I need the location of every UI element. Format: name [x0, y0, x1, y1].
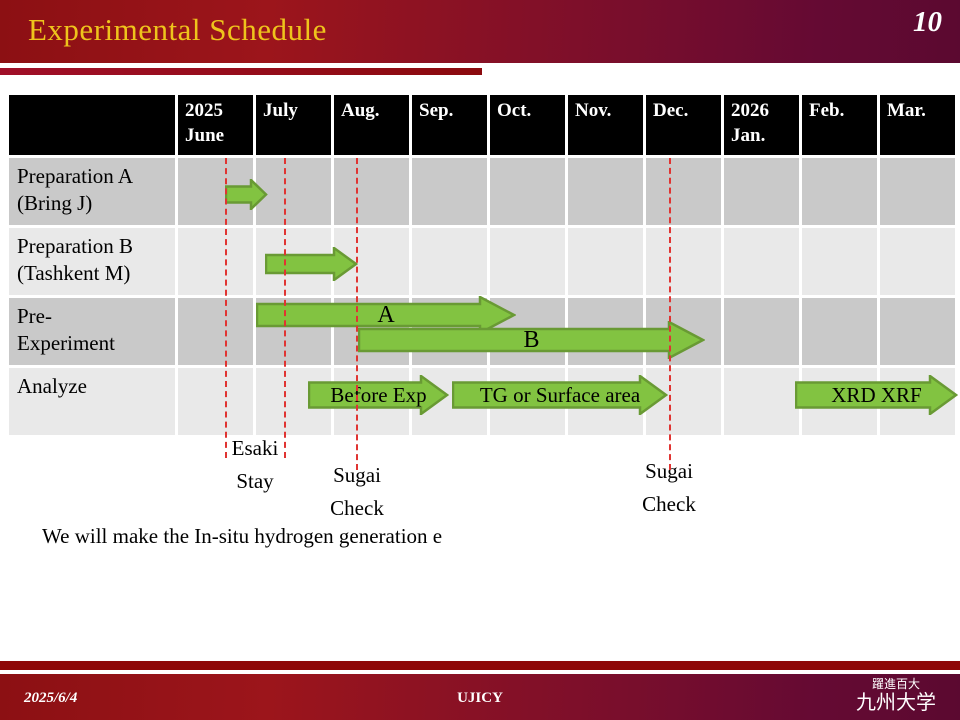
column-header-sep: Sep.	[412, 95, 487, 155]
university-logo: 躍進百大 九州大学	[856, 677, 936, 715]
column-header-blank	[9, 95, 175, 155]
column-header-aug: Aug.	[334, 95, 409, 155]
schedule-cell	[568, 158, 643, 225]
column-header-mar: Mar.	[880, 95, 955, 155]
column-header-feb: Feb.	[802, 95, 877, 155]
schedule-cell	[256, 368, 331, 435]
column-header-dec: Dec.	[646, 95, 721, 155]
schedule-cell	[646, 228, 721, 295]
schedule-cell	[802, 158, 877, 225]
logo-slogan-text: 躍進百大	[871, 677, 920, 691]
schedule-cell	[490, 368, 565, 435]
table-row-preparation-b: Preparation B (Tashkent M)	[9, 228, 955, 295]
schedule-cell	[334, 368, 409, 435]
schedule-cell	[256, 298, 331, 365]
schedule-cell	[724, 368, 799, 435]
schedule-cell	[646, 368, 721, 435]
schedule-cell	[724, 158, 799, 225]
schedule-cell	[880, 298, 955, 365]
row-label-analyze: Analyze	[9, 368, 175, 435]
schedule-cell	[802, 298, 877, 365]
column-header-nov: Nov.	[568, 95, 643, 155]
slide-header-banner: Experimental Schedule 10	[0, 0, 960, 63]
column-header-oct: Oct.	[490, 95, 565, 155]
schedule-cell	[334, 158, 409, 225]
column-header-june-2025: 2025 June	[178, 95, 253, 155]
page-number: 10	[913, 6, 942, 38]
schedule-cell	[490, 158, 565, 225]
title-underline-bar	[0, 68, 482, 75]
schedule-cell	[178, 298, 253, 365]
schedule-cell	[646, 158, 721, 225]
column-header-jan-2026: 2026 Jan.	[724, 95, 799, 155]
schedule-table: 2025 June July Aug. Sep. Oct. Nov. Dec. …	[6, 92, 958, 438]
footer-center-text: UJICY	[457, 690, 503, 706]
schedule-cell	[334, 228, 409, 295]
row-label-preparation-a: Preparation A (Bring J)	[9, 158, 175, 225]
schedule-cell	[256, 228, 331, 295]
schedule-cell	[802, 228, 877, 295]
schedule-cell	[178, 158, 253, 225]
schedule-cell	[334, 298, 409, 365]
body-text: We will make the In-situ hydrogen genera…	[42, 524, 443, 548]
slide-footer: 2025/6/4 UJICY 躍進百大 九州大学	[0, 674, 960, 720]
schedule-cell	[412, 158, 487, 225]
milestone-label-sugai-check-1: Sugai Check	[330, 463, 384, 520]
table-row-pre-experiment: Pre- Experiment	[9, 298, 955, 365]
schedule-cell	[646, 298, 721, 365]
schedule-cell	[568, 368, 643, 435]
schedule-cell	[724, 298, 799, 365]
milestone-label-esaki-stay: Esaki Stay	[231, 436, 279, 493]
schedule-cell	[178, 368, 253, 435]
footer-divider-bar	[0, 661, 960, 670]
schedule-cell	[568, 228, 643, 295]
schedule-cell	[178, 228, 253, 295]
schedule-cell	[412, 228, 487, 295]
table-row-analyze: Analyze	[9, 368, 955, 435]
logo-university-name: 九州大学	[856, 691, 936, 714]
page-title: Experimental Schedule	[28, 12, 327, 47]
table-header-row: 2025 June July Aug. Sep. Oct. Nov. Dec. …	[9, 95, 955, 155]
schedule-cell	[256, 158, 331, 225]
milestone-label-sugai-check-2: Sugai Check	[642, 459, 696, 516]
schedule-cell	[880, 158, 955, 225]
schedule-cell	[802, 368, 877, 435]
column-header-july: July	[256, 95, 331, 155]
footer-date: 2025/6/4	[24, 690, 78, 706]
schedule-cell	[490, 298, 565, 365]
row-label-pre-experiment: Pre- Experiment	[9, 298, 175, 365]
schedule-cell	[412, 298, 487, 365]
schedule-cell	[880, 368, 955, 435]
schedule-cell	[490, 228, 565, 295]
schedule-cell	[880, 228, 955, 295]
table-row-preparation-a: Preparation A (Bring J)	[9, 158, 955, 225]
schedule-cell	[724, 228, 799, 295]
row-label-preparation-b: Preparation B (Tashkent M)	[9, 228, 175, 295]
schedule-cell	[568, 298, 643, 365]
schedule-cell	[412, 368, 487, 435]
